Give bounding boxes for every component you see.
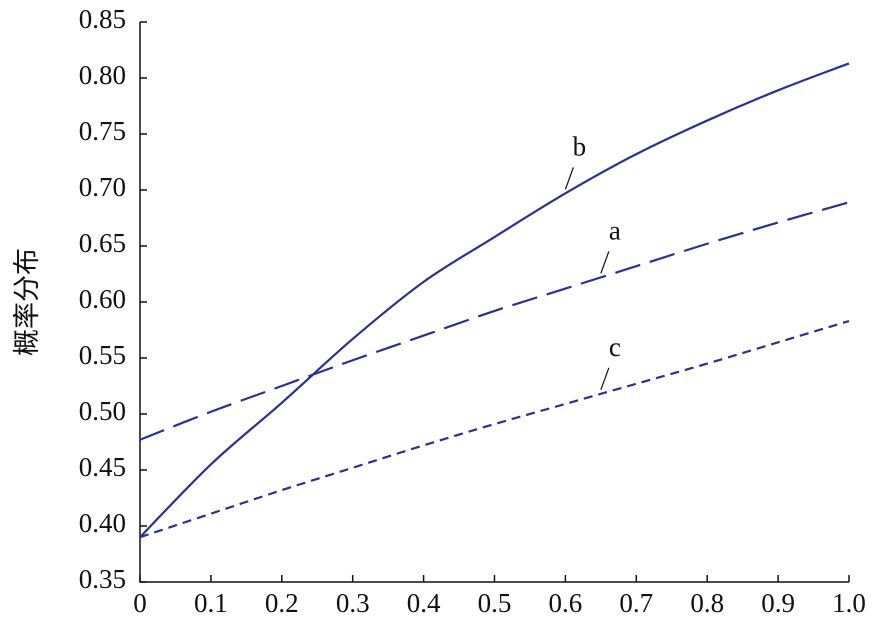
y-tick-label: 0.80 — [79, 60, 126, 90]
y-tick-label: 0.55 — [79, 340, 126, 370]
x-tick-label: 1.0 — [832, 588, 866, 618]
x-tick-label: 0.8 — [690, 588, 724, 618]
x-tick-label: 0.5 — [478, 588, 512, 618]
y-tick-label: 0.50 — [79, 396, 126, 426]
annotation-leader — [600, 367, 610, 391]
y-tick-label: 0.35 — [79, 564, 126, 594]
series-label: a — [609, 216, 621, 246]
y-tick-label: 0.40 — [79, 508, 126, 538]
x-tick-label: 0 — [133, 588, 147, 618]
annotation-leader — [564, 167, 574, 190]
y-tick-label: 0.65 — [79, 228, 126, 258]
x-tick-label: 0.4 — [407, 588, 441, 618]
y-tick-label: 0.70 — [79, 172, 126, 202]
series-label: b — [573, 132, 587, 162]
series-label: c — [609, 332, 621, 362]
series-line — [139, 62, 850, 538]
series-line — [139, 319, 850, 539]
x-tick-label: 0.7 — [619, 588, 653, 618]
x-tick-label: 0.2 — [265, 588, 299, 618]
y-tick-label: 0.60 — [79, 284, 126, 314]
x-tick-label: 0.9 — [761, 588, 795, 618]
y-tick-label: 0.45 — [79, 452, 126, 482]
y-axis-label: 概率分布 — [12, 248, 42, 356]
y-tick-label: 0.85 — [79, 4, 126, 34]
x-tick-label: 0.6 — [549, 588, 583, 618]
series-line — [139, 201, 850, 441]
y-tick-label: 0.75 — [79, 116, 126, 146]
x-tick-label: 0.3 — [336, 588, 370, 618]
annotation-leader — [600, 251, 610, 274]
x-tick-label: 0.1 — [194, 588, 228, 618]
